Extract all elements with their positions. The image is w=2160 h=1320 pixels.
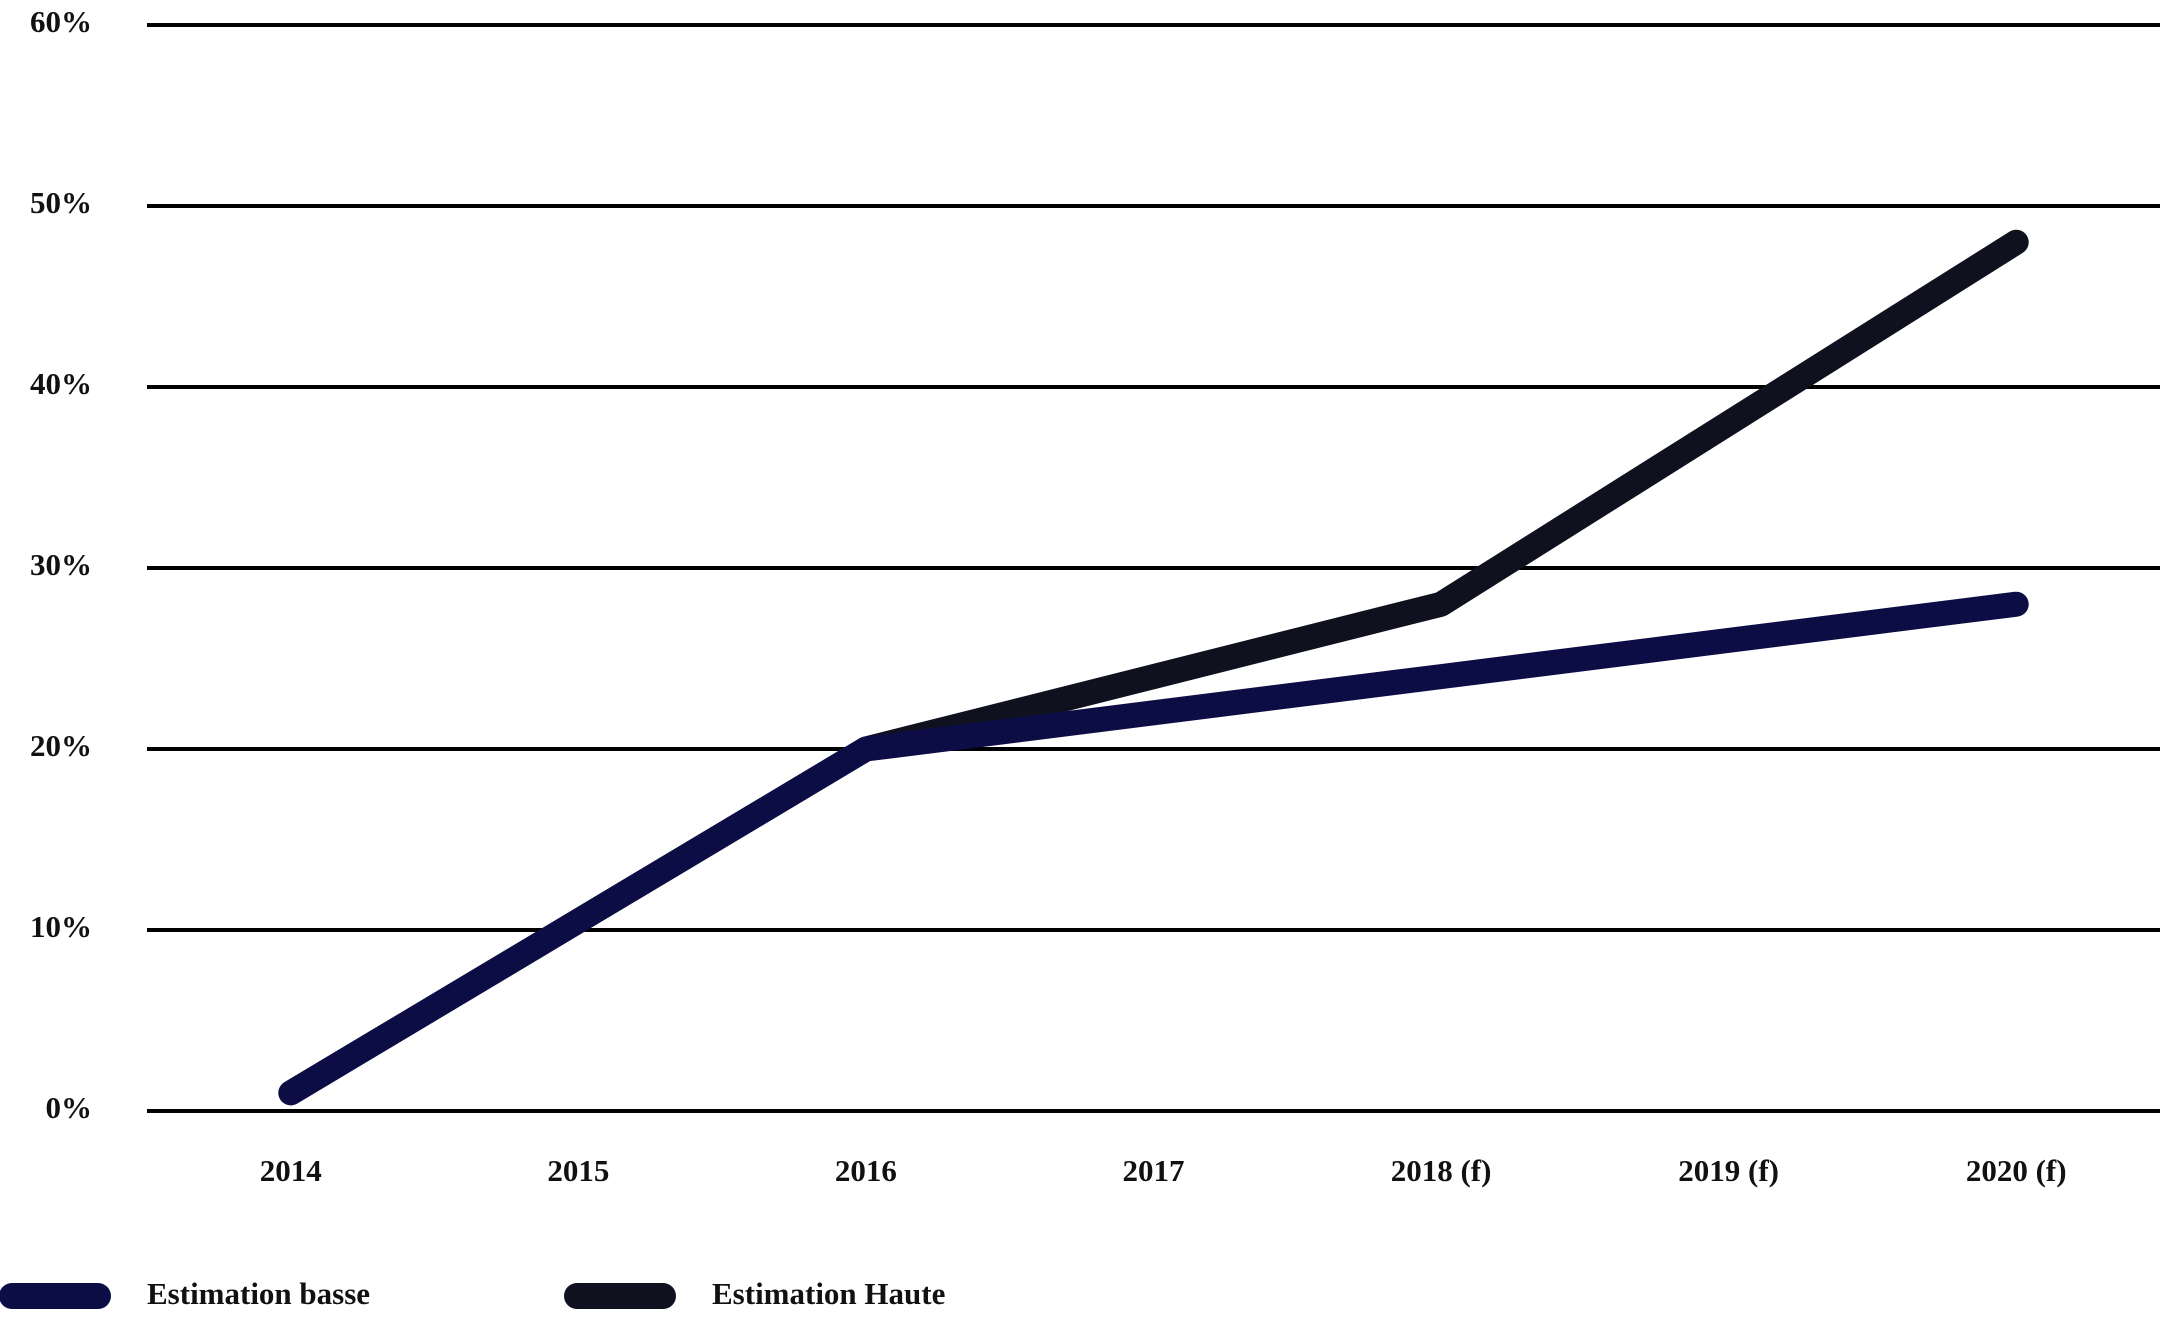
x-tick-label: 2019 (f) [1678,1153,1779,1188]
y-tick-label: 10% [30,909,92,944]
x-tick-label: 2016 [835,1153,897,1188]
y-tick-label: 50% [30,185,92,220]
x-tick-label: 2018 (f) [1391,1153,1492,1188]
y-tick-label: 20% [30,728,92,763]
x-tick-label: 2017 [1123,1153,1185,1188]
legend-label: Estimation Haute [712,1276,945,1311]
x-tick-label: 2014 [260,1153,322,1188]
legend-label: Estimation basse [147,1276,370,1311]
y-tick-label: 40% [30,366,92,401]
y-tick-label: 60% [30,4,92,39]
y-tick-label: 0% [46,1090,93,1125]
y-tick-label: 30% [30,547,92,582]
x-tick-label: 2020 (f) [1966,1153,2067,1188]
series-line [853,229,2029,762]
series-line [278,591,2029,1106]
x-tick-label: 2015 [547,1153,609,1188]
